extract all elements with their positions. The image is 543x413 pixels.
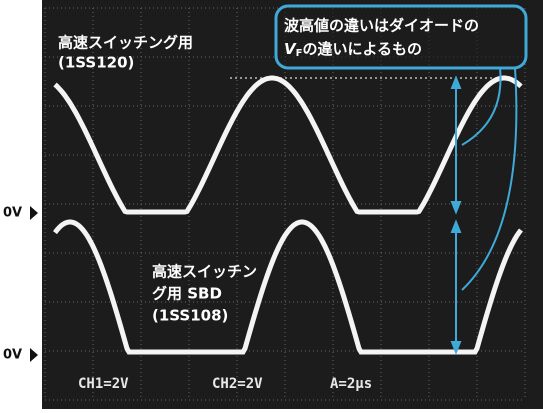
scope-setting: CH2=2V <box>212 376 263 392</box>
callout-text: VFの違いによるもの <box>284 40 422 60</box>
subscript: F <box>296 48 303 59</box>
scope-setting: A=2μs <box>330 376 372 392</box>
figure: 波高値の違いはダイオードの VFの違いによるもの 高速スイッチング用 (1SS1… <box>0 0 543 409</box>
trace-label: (1SS120) <box>58 54 134 72</box>
trace-label: (1SS108) <box>152 307 228 325</box>
scope-setting: CH1=2V <box>78 376 129 392</box>
trace-label: グ用 SBD <box>152 285 222 303</box>
callout-text: の違いによるもの <box>302 40 422 58</box>
marker-triangle <box>30 206 38 220</box>
trace-label: 高速スイッチング用 <box>58 34 193 52</box>
marker-triangle <box>30 348 38 362</box>
callout-box <box>276 6 526 68</box>
callout-text: 波高値の違いはダイオードの <box>284 17 479 35</box>
trace-label: 高速スイッチン <box>152 263 257 281</box>
zero-marker: 0V <box>3 206 22 221</box>
zero-marker: 0V <box>3 348 22 363</box>
